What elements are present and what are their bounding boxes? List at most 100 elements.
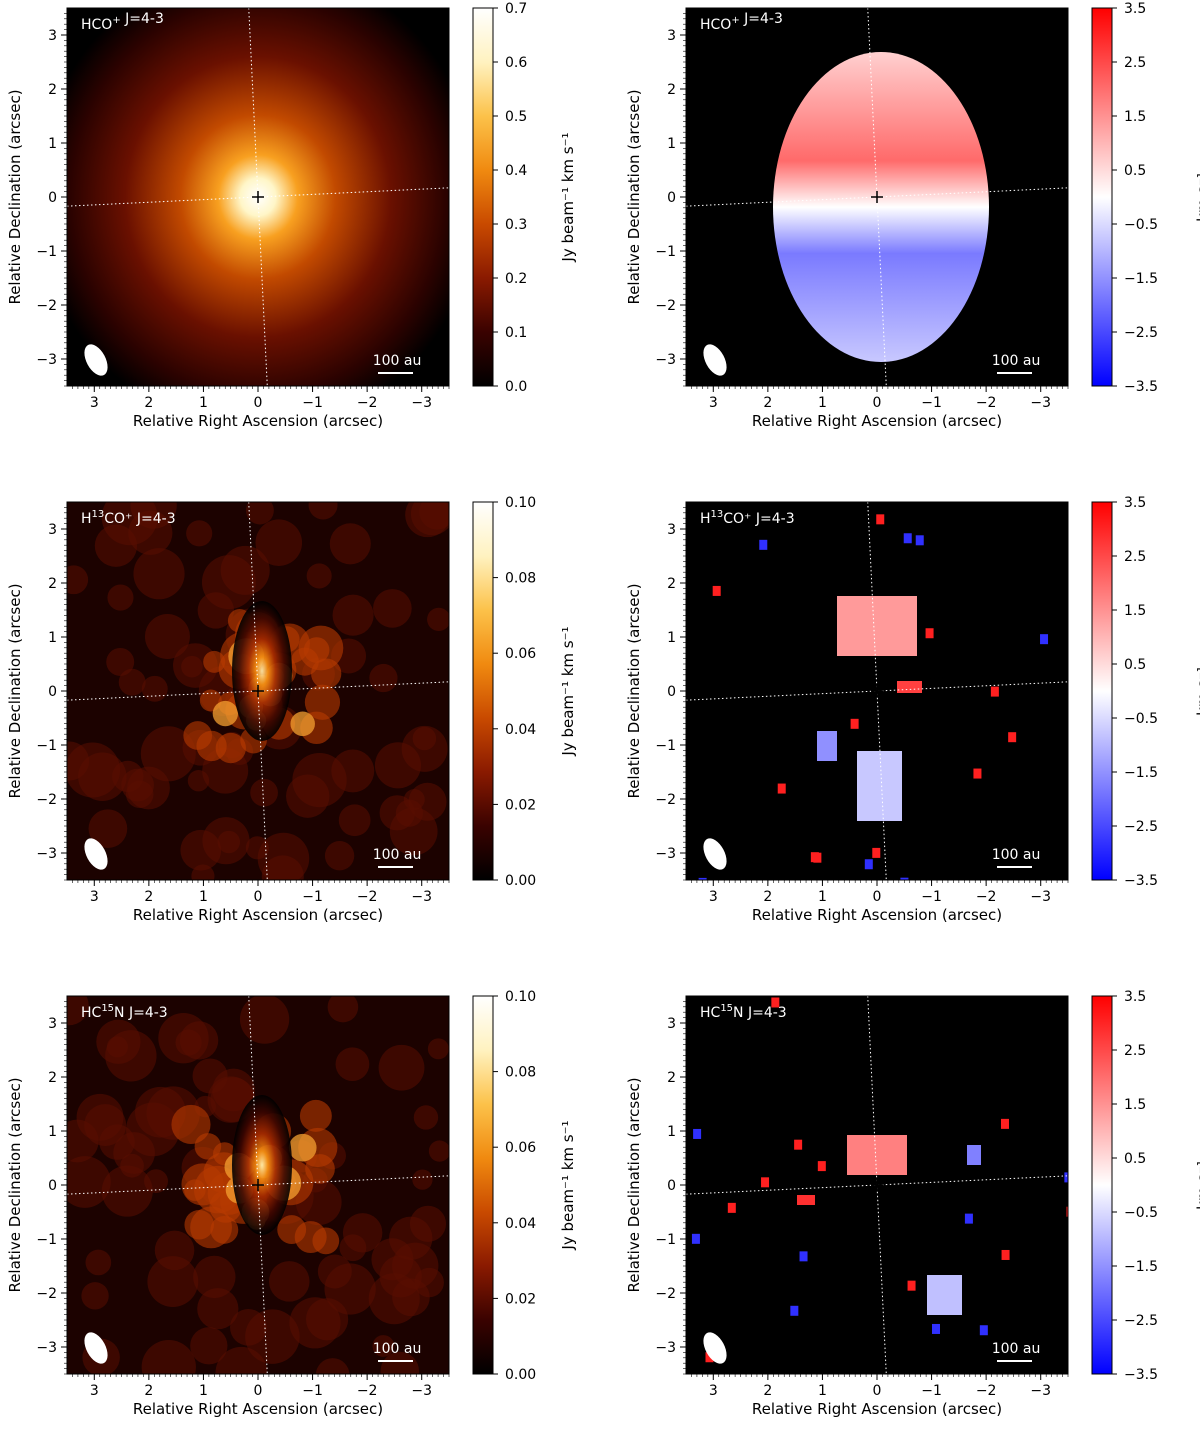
emission-blob [308,502,338,520]
emission-blob [144,613,190,659]
y-tick-label: 3 [48,522,57,538]
center-cross-icon [871,685,883,697]
colorbar-tick-label: 0.06 [505,1140,536,1156]
y-tick-label: −2 [655,792,676,808]
x-tick-label: −1 [921,395,942,411]
x-tick-label: 1 [818,889,827,905]
scalebar-label: 100 au [373,847,422,863]
velocity-pixel [712,585,721,596]
colorbar-tick-label: 2.5 [1124,549,1146,565]
x-tick-label: 1 [199,1383,208,1399]
emission-blob [412,726,437,751]
y-tick-label: 0 [667,190,676,206]
y-tick-label: 2 [667,1070,676,1086]
y-tick-label: 0 [667,1178,676,1194]
velocity-pixel [990,686,999,697]
center-cross-icon [871,191,883,203]
velocity-pixel [903,533,912,544]
velocity-pixel [915,535,924,546]
colorbar-tick-label: 3.5 [1124,495,1146,511]
emission-blob [113,1132,155,1174]
emission-blob [342,1213,383,1253]
colorbar [472,501,494,881]
x-tick-label: 3 [90,1383,99,1399]
x-tick-label: 0 [873,1383,882,1399]
colorbar-label: km s⁻¹ [1194,666,1200,716]
x-tick-label: 0 [254,889,263,905]
colorbar-tick-label: 0.4 [505,163,527,179]
emission-blob [335,1047,370,1082]
velocity-pixel [973,768,982,779]
colorbar-tick-label: 0.0 [505,379,527,395]
colorbar-tick-label: 0.02 [505,797,536,813]
velocity-pixel [900,877,909,880]
y-axis-label: Relative Declination (arcsec) [6,1077,24,1292]
x-tick-label: 1 [199,395,208,411]
beam-ellipse [703,344,727,376]
emission-blob [171,1104,211,1144]
emission-blob [412,1169,433,1190]
emission-blob [245,836,269,860]
emission-blob [304,684,341,720]
emission-blob [332,594,374,636]
emission-blob [147,1256,199,1307]
y-tick-label: −2 [36,792,57,808]
center-cross-icon [252,1179,264,1191]
y-tick-label: 1 [667,136,676,152]
x-tick-label: 3 [709,1383,718,1399]
emission-blob [107,584,134,611]
x-tick-label: 1 [818,395,827,411]
emission-blob [327,996,359,1023]
velocity-pixel [1064,1172,1068,1183]
x-tick-label: −2 [976,395,997,411]
intensity-map [67,502,449,880]
center-cross-icon [252,191,264,203]
emission-blob [203,650,226,673]
velocity-pixel-group [797,1195,815,1205]
colorbar-tick-label: 0.04 [505,722,536,738]
x-tick-label: 2 [763,1383,772,1399]
emission-blob [378,1044,425,1091]
emission-blob [277,1215,307,1244]
velocity-disk [773,52,989,362]
beam-ellipse [84,344,108,376]
velocity-pixel [799,1251,808,1262]
y-tick-label: −3 [36,352,57,368]
colorbar-label: km s⁻¹ [1194,172,1200,222]
emission-blob [329,523,371,565]
velocity-pixel [850,718,859,729]
velocity-map [691,997,1068,1363]
colorbar-tick-label: 3.5 [1124,989,1146,1005]
y-tick-label: 2 [667,576,676,592]
velocity-pixel [693,1128,702,1139]
y-axis-label: Relative Declination (arcsec) [6,583,24,798]
y-tick-label: −3 [655,846,676,862]
colorbar-tick-label: 0.5 [505,109,527,125]
y-tick-label: −3 [655,1340,676,1356]
colorbar-tick-label: 0.6 [505,55,527,71]
x-tick-label: 1 [199,889,208,905]
emission-blob [338,804,371,837]
y-tick-label: 1 [48,136,57,152]
scalebar-label: 100 au [992,847,1041,863]
colorbar-tick-label: 0.02 [505,1291,536,1307]
x-axis-label: Relative Right Ascension (arcsec) [133,906,383,924]
velocity-pixel [864,859,873,870]
velocity-pixel [759,539,768,550]
y-axis-label: Relative Declination (arcsec) [6,89,24,304]
emission-blob [230,1309,267,1346]
x-tick-label: −2 [357,1383,378,1399]
colorbar-tick-label: −0.5 [1124,1205,1158,1221]
y-tick-label: 0 [667,684,676,700]
emission-blob [428,1140,449,1162]
velocity-pixel-group [927,1275,962,1315]
y-tick-label: 2 [48,82,57,98]
y-tick-label: −1 [655,1232,676,1248]
emission-blob [125,780,154,809]
x-tick-label: −2 [357,889,378,905]
emission-blob [101,502,158,546]
beam-ellipse [703,1332,727,1364]
emission-blob [67,1156,111,1208]
velocity-pixel [1008,732,1017,743]
